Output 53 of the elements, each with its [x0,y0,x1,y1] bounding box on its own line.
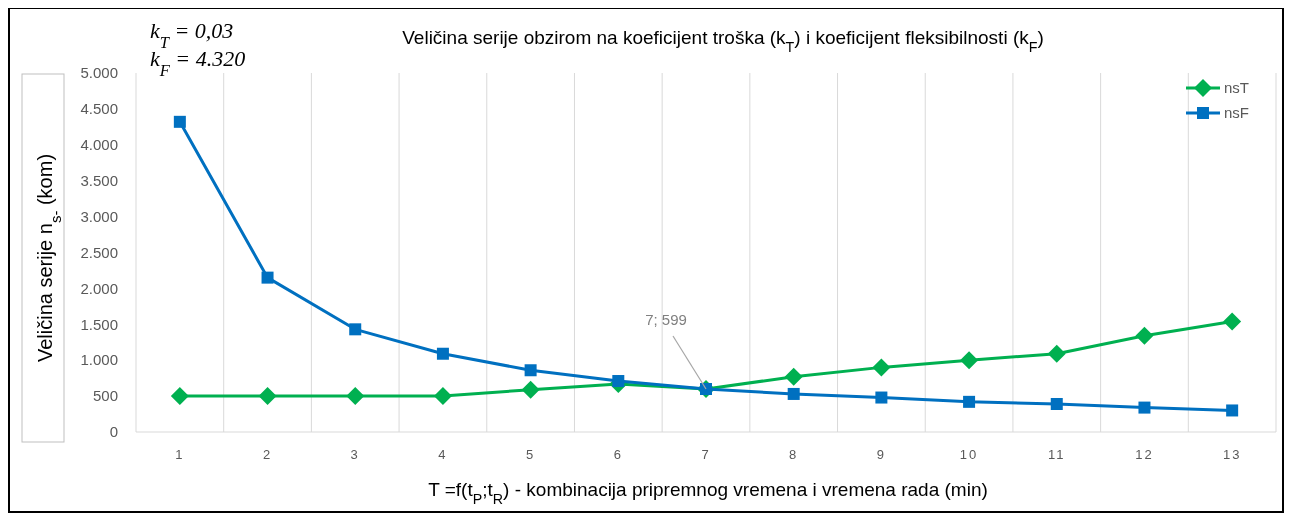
point [524,364,537,377]
point [787,387,800,400]
point [170,387,189,406]
point [1050,398,1063,410]
point [1138,401,1151,414]
point [963,395,976,408]
y-tick-label: 3.500 [80,171,118,189]
text: k$_{T}$ = 0,03 [150,18,234,52]
point [521,380,540,399]
y-tick-label: 2.000 [80,279,118,297]
legend-label: nsT [1224,79,1250,97]
x-tick-label: 13 [1222,447,1242,462]
y-tick-label: 500 [92,387,118,405]
x-tick-label: 3 [350,447,360,462]
y-tick-label: 1.000 [80,351,118,369]
x-tick-label: 8 [789,447,799,462]
point [436,347,449,360]
legend-label: nsF [1224,104,1250,122]
x-tick-label: 6 [613,447,623,462]
x-tick-label: 10 [959,447,979,462]
x-tick-label: 1 [175,447,185,462]
point [433,387,452,406]
y-tick-label: 2.500 [80,243,118,261]
y-tick-label: 1.500 [80,315,118,333]
annotation: 7; 599 [645,310,687,328]
x-tick-label: 4 [438,447,448,462]
x-tick-label: 7 [701,447,711,462]
x-tick-label: 12 [1135,447,1154,462]
point [349,323,362,336]
y-tick-label: 3.000 [80,207,118,225]
chart-title: Veličina serije obzirom na koeficijent troška (k$_{T}$) i koeficijent fleksibilnosti (k$_{F}$) [402,27,1044,55]
point [612,375,625,388]
x-tick-label: 9 [876,447,886,462]
y-tick-label: 5.000 [80,64,118,82]
point [1135,326,1154,345]
x-tick-label: 2 [262,447,273,462]
point [872,358,891,377]
x-tick-label: 5 [526,447,536,462]
point [173,115,186,128]
point [346,387,365,406]
y-tick-label: 4.000 [80,136,118,154]
point [960,351,979,370]
point [258,387,277,406]
y-tick-label: 0 [109,423,118,441]
y-tick-label: 4.500 [80,100,118,118]
point [1226,404,1239,417]
point [875,391,888,404]
x-tick-label: 11 [1048,447,1066,462]
point [784,367,803,386]
point [1047,344,1066,363]
point [1223,312,1242,331]
x-axis-title: T =f(t$_{P}$;t$_{R}$) - kombinacija pripremnog vremena i vremena rada (min) [428,479,988,507]
point [261,271,274,284]
